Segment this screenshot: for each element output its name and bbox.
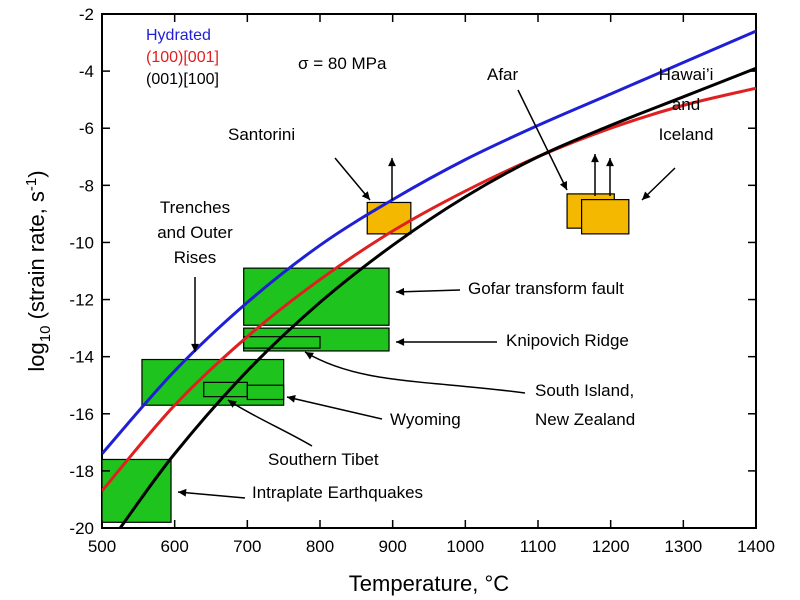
region-wyoming bbox=[246, 384, 285, 401]
anno-intraplate: Intraplate Earthquakes bbox=[252, 483, 423, 502]
region-intraplate-earthquakes bbox=[101, 458, 172, 523]
x-tick-label: 1400 bbox=[737, 537, 775, 556]
x-tick-label: 800 bbox=[306, 537, 334, 556]
y-tick-label: -18 bbox=[69, 462, 94, 481]
y-tick-label: -14 bbox=[69, 348, 94, 367]
arrow-wyoming bbox=[286, 395, 383, 420]
anno-south-island-2: New Zealand bbox=[535, 410, 635, 429]
arrow-knipovich bbox=[396, 338, 497, 346]
regions-layer bbox=[101, 193, 630, 523]
legend-100-001: (100)[001] bbox=[146, 49, 219, 66]
y-tick-label: -8 bbox=[79, 176, 94, 195]
region-hawai-i-and-iceland bbox=[580, 199, 630, 235]
legend-hydrated: Hydrated bbox=[146, 27, 211, 44]
anno-hawaii-2: and bbox=[672, 95, 700, 114]
legend-001-100: (001)[100] bbox=[146, 71, 219, 88]
arrow-intraplate bbox=[177, 488, 246, 499]
curve-100-001 bbox=[102, 86, 756, 492]
anno-trenches-1: Trenches bbox=[160, 198, 230, 217]
anno-south-island-1: South Island, bbox=[535, 381, 634, 400]
anno-afar: Afar bbox=[487, 65, 519, 84]
anno-hawaii-1: Hawai’i bbox=[659, 65, 714, 84]
arrow-trenches bbox=[191, 277, 199, 352]
arrow-afar-up-2 bbox=[606, 158, 614, 196]
anno-wyoming: Wyoming bbox=[390, 410, 461, 429]
arrow-santorini-up bbox=[388, 158, 396, 200]
x-tick-label: 700 bbox=[233, 537, 261, 556]
x-tick-label: 1200 bbox=[592, 537, 630, 556]
anno-trenches-2: and Outer bbox=[157, 223, 233, 242]
curve-001-100 bbox=[118, 66, 756, 528]
stress-label: σ = 80 MPa bbox=[298, 54, 387, 73]
curves-layer bbox=[102, 29, 756, 528]
x-tick-label: 600 bbox=[160, 537, 188, 556]
curve-hydrated bbox=[102, 29, 756, 455]
y-tick-label: -4 bbox=[79, 62, 94, 81]
ticks-layer: 500 600 700 800 900 1000 1100 1200 1300 1400 -2 -4 -… bbox=[69, 5, 774, 556]
x-tick-label: 900 bbox=[378, 537, 406, 556]
y-tick-label: -2 bbox=[79, 5, 94, 24]
x-tick-label: 500 bbox=[88, 537, 116, 556]
anno-santorini: Santorini bbox=[228, 125, 295, 144]
anno-knipovich: Knipovich Ridge bbox=[506, 331, 629, 350]
y-axis-label: log10 (strain rate, s-1) bbox=[23, 170, 54, 371]
arrow-gofar bbox=[395, 287, 461, 296]
plot-frame bbox=[101, 13, 757, 529]
arrows-layer bbox=[177, 89, 676, 499]
y-tick-label: -20 bbox=[69, 519, 94, 538]
arrow-afar bbox=[517, 89, 568, 191]
anno-hawaii-3: Iceland bbox=[659, 125, 714, 144]
x-tick-label: 1100 bbox=[520, 537, 557, 556]
arrow-hawaii bbox=[641, 167, 676, 201]
arrow-southern-tibet bbox=[227, 399, 313, 447]
y-tick-label: -12 bbox=[69, 291, 94, 310]
y-tick-label: -16 bbox=[69, 405, 94, 424]
anno-southern-tibet: Southern Tibet bbox=[268, 450, 379, 469]
arrow-santorini bbox=[334, 157, 371, 201]
arrow-afar-up-1 bbox=[591, 154, 599, 196]
x-tick-label: 1300 bbox=[664, 537, 702, 556]
arrow-south-island bbox=[304, 351, 526, 394]
anno-gofar: Gofar transform fault bbox=[468, 279, 624, 298]
y-tick-label: -6 bbox=[79, 119, 94, 138]
x-tick-label: 1000 bbox=[446, 537, 484, 556]
x-axis-label: Temperature, °C bbox=[349, 571, 510, 596]
region-santorini bbox=[366, 201, 412, 235]
region-gofar-transform-fault bbox=[243, 267, 390, 326]
anno-trenches-3: Rises bbox=[174, 248, 217, 267]
y-tick-label: -10 bbox=[69, 233, 94, 252]
